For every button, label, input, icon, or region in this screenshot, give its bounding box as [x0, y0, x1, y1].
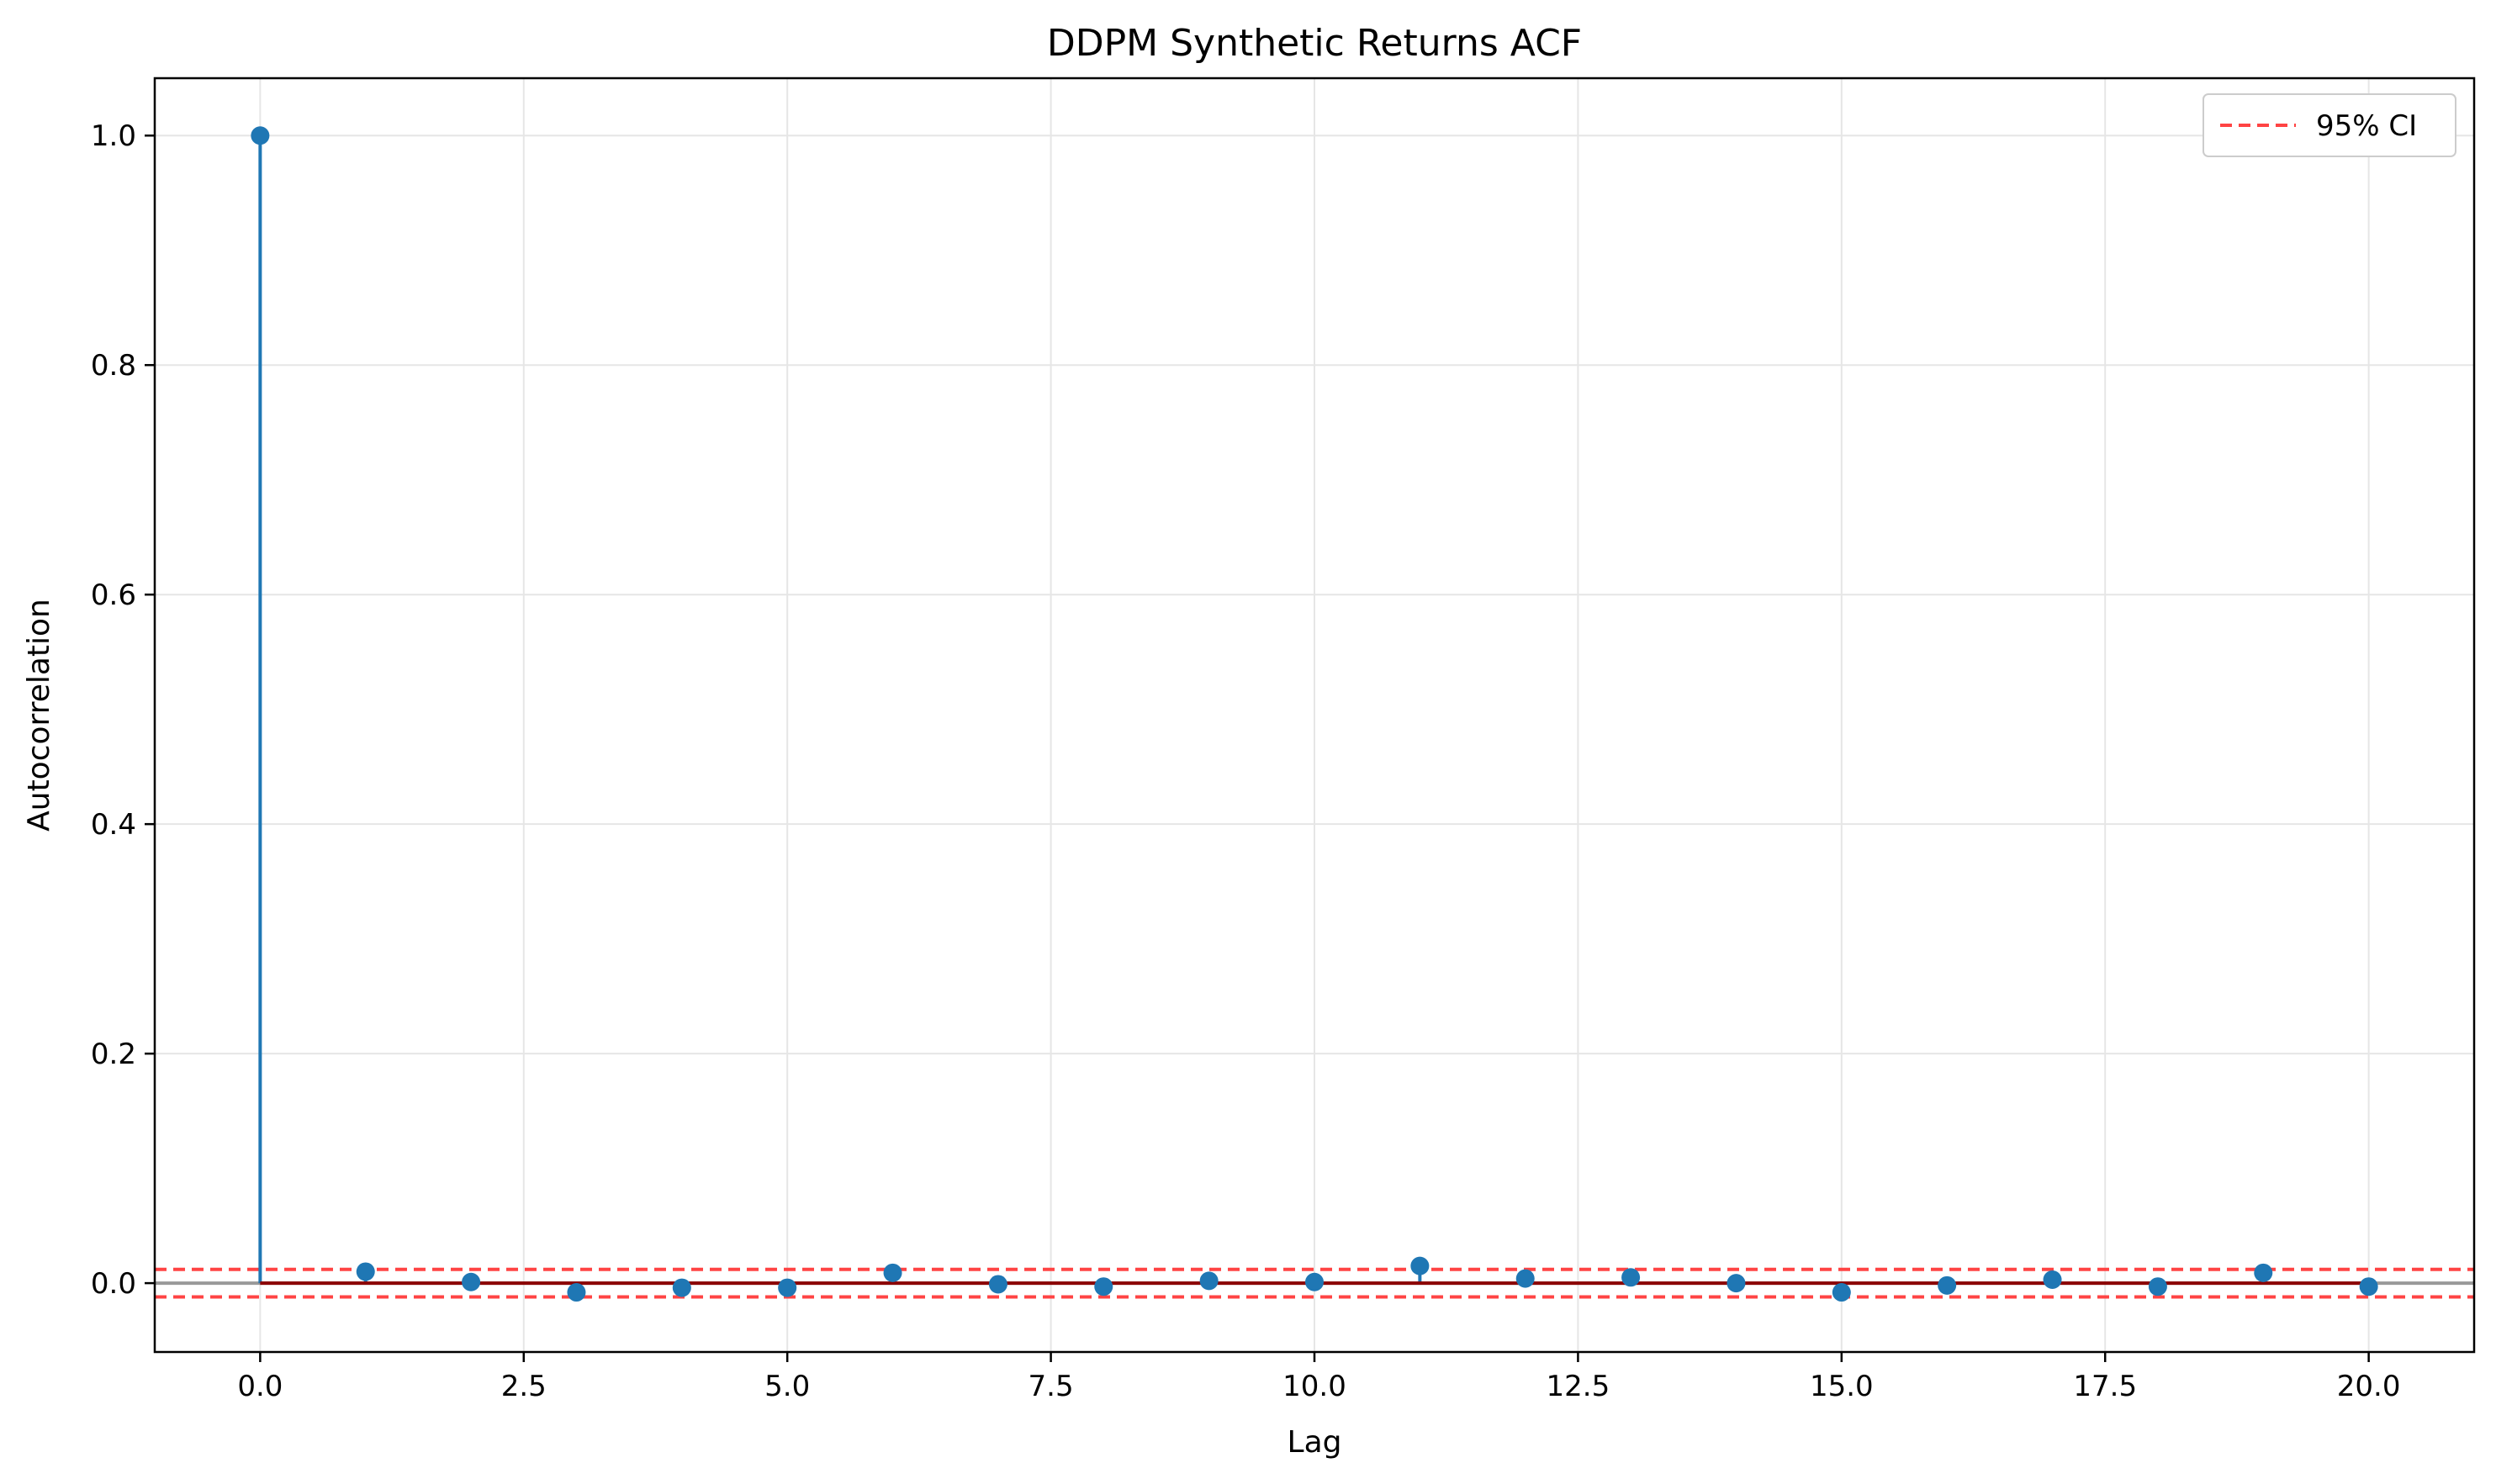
x-tick-label: 0.0 [237, 1370, 283, 1403]
grid-lines [155, 78, 2474, 1352]
stem-marker [778, 1278, 797, 1297]
x-tick-label: 15.0 [1810, 1370, 1874, 1403]
y-tick-label: 1.0 [91, 119, 136, 153]
x-tick-label: 20.0 [2337, 1370, 2401, 1403]
stem-marker [2254, 1263, 2273, 1282]
stem-marker [1515, 1269, 1535, 1288]
stem-marker [2043, 1270, 2062, 1290]
stem-marker [1832, 1283, 1851, 1302]
y-tick-label: 0.6 [91, 578, 136, 612]
stem-marker [672, 1278, 691, 1297]
stem-marker [1094, 1277, 1113, 1297]
stem-marker [1305, 1272, 1324, 1291]
x-tick-label: 12.5 [1547, 1370, 1610, 1403]
stem-marker [2359, 1277, 2378, 1297]
legend: 95% CI [2203, 93, 2456, 157]
stem-marker [883, 1263, 902, 1282]
y-tick-label: 0.8 [91, 349, 136, 383]
x-tick-label: 17.5 [2073, 1370, 2137, 1403]
stem-marker [1199, 1271, 1219, 1291]
x-tick-label: 2.5 [501, 1370, 547, 1403]
x-tick-label: 10.0 [1282, 1370, 1346, 1403]
legend-box [2203, 93, 2456, 157]
y-tick-label: 0.0 [91, 1267, 136, 1301]
stem-marker [567, 1283, 586, 1302]
y-tick-label: 0.2 [91, 1038, 136, 1071]
chart-title: DDPM Synthetic Returns ACF [1047, 22, 1582, 65]
y-axis-title: Autocorrelation [22, 599, 56, 832]
stem-marker [1410, 1256, 1430, 1275]
legend-label-ci: 95% CI [2316, 109, 2417, 143]
stem-marker [1727, 1274, 1746, 1293]
stem-marker [1621, 1268, 1641, 1287]
stem-marker [462, 1272, 481, 1291]
stem-marker [251, 126, 270, 145]
axis-ticks: 0.0 2.5 5.0 7.5 10.0 12.5 15.0 17.5 20.0 0.0 0.2 0.… [91, 119, 2401, 1403]
stem-series [251, 126, 2378, 1302]
x-axis-title: Lag [1288, 1425, 1342, 1460]
stem-marker [2148, 1277, 2167, 1297]
stem-marker [1938, 1275, 1957, 1295]
stem-marker [356, 1262, 375, 1281]
x-tick-label: 7.5 [1029, 1370, 1074, 1403]
x-tick-label: 5.0 [764, 1370, 810, 1403]
y-tick-label: 0.4 [91, 808, 136, 842]
stem-marker [988, 1275, 1007, 1294]
